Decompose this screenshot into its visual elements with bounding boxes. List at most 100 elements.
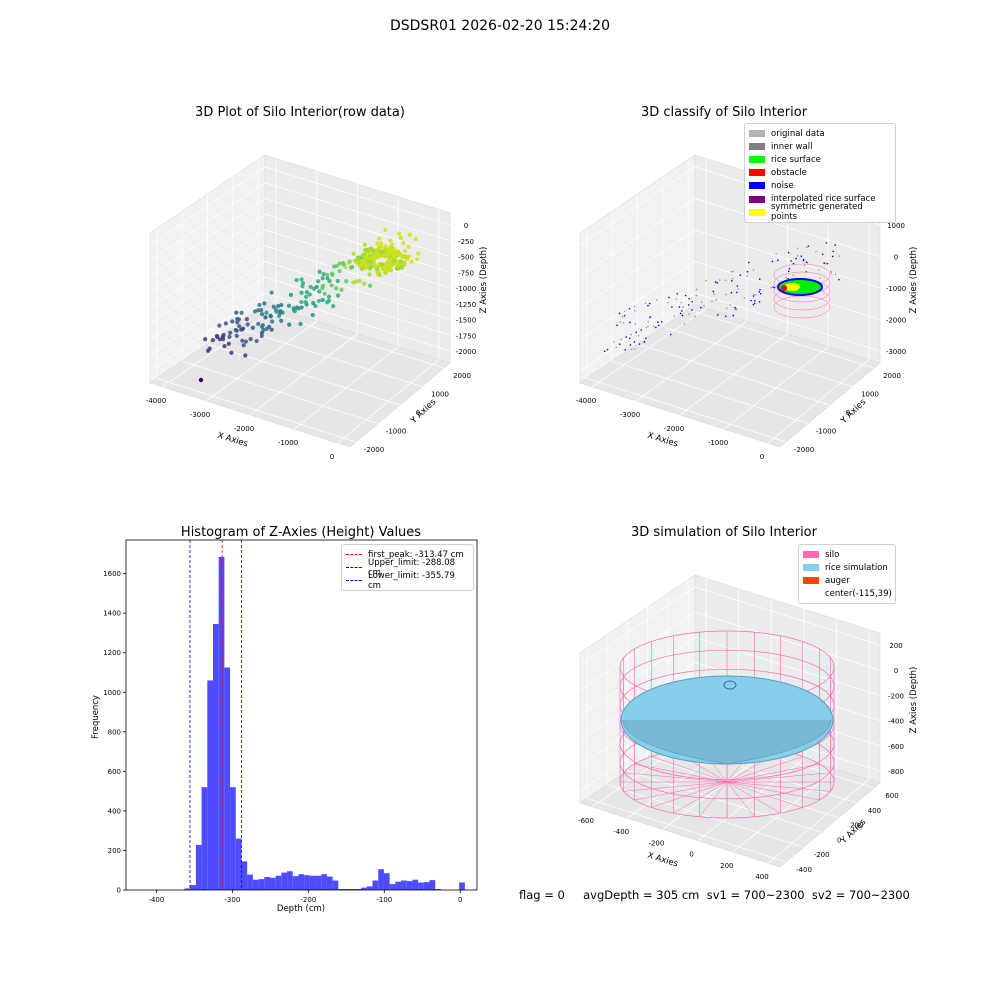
histogram-bar xyxy=(212,624,219,890)
figure-title: DSDSR01 2026-02-20 15:24:20 xyxy=(389,18,610,34)
data-point xyxy=(603,350,606,353)
data-point xyxy=(699,306,702,309)
data-point xyxy=(294,277,299,283)
data-point xyxy=(299,277,304,282)
data-point xyxy=(304,289,310,295)
data-point xyxy=(229,350,234,355)
data-point xyxy=(718,279,721,281)
x-tick-label: -200 xyxy=(300,896,316,904)
histogram-bar xyxy=(275,875,282,890)
silo-strut xyxy=(726,781,755,817)
legend-swatch xyxy=(803,564,819,572)
y-tick-label: 2000 xyxy=(883,372,901,380)
histogram-bar xyxy=(401,880,407,890)
z-tick-label: -1250 xyxy=(456,301,476,309)
grid-line xyxy=(149,166,451,246)
data-point xyxy=(755,293,757,296)
panel-title: Histogram of Z-Axies (Height) Values xyxy=(181,525,421,540)
data-point xyxy=(262,301,267,306)
x-tick-label: 400 xyxy=(755,873,768,881)
grid-line xyxy=(579,611,881,691)
data-point xyxy=(263,315,268,320)
data-point xyxy=(807,245,810,247)
grid-line xyxy=(207,343,401,406)
z-tick-label: -800 xyxy=(888,768,904,776)
data-point xyxy=(688,313,690,315)
data-point xyxy=(695,294,698,297)
data-point xyxy=(371,253,377,259)
data-point xyxy=(259,333,264,338)
data-point xyxy=(647,321,650,323)
legend-item: auger xyxy=(803,574,890,587)
data-point xyxy=(640,329,643,331)
grid-line xyxy=(579,198,881,277)
data-point xyxy=(796,255,799,257)
legend-item: symmetric generated points xyxy=(749,202,890,222)
data-point xyxy=(407,232,412,237)
histogram-bar xyxy=(190,885,196,890)
y-axis-label: Frequency xyxy=(91,695,101,739)
y-tick-label: 400 xyxy=(108,807,121,815)
data-point xyxy=(724,315,727,318)
grid-line xyxy=(697,758,805,841)
silo-strut xyxy=(726,781,781,814)
z-tick-label: -500 xyxy=(458,254,474,262)
data-point xyxy=(758,278,761,280)
grid-line xyxy=(579,292,881,372)
data-point xyxy=(684,294,687,297)
data-point xyxy=(771,260,774,263)
data-point xyxy=(606,348,609,351)
data-point xyxy=(615,346,618,349)
panel-histogram: Histogram of Z-Axies (Height) Values -40… xyxy=(91,525,478,914)
data-point xyxy=(334,263,339,269)
data-point xyxy=(838,255,840,257)
legend-label: auger xyxy=(825,575,850,586)
data-point xyxy=(752,303,755,306)
y-tick-label: 600 xyxy=(108,768,121,776)
grid-line xyxy=(149,198,451,277)
x-tick-label: 200 xyxy=(720,862,733,870)
data-point xyxy=(286,303,292,308)
y-tick-label: -1000 xyxy=(386,427,406,435)
silo-strut xyxy=(726,781,820,801)
data-point xyxy=(239,310,244,316)
obstacle xyxy=(781,285,787,291)
legend-item: Upper_limit: -288.08 cm xyxy=(346,558,468,578)
data-point xyxy=(311,286,317,291)
histogram-bar xyxy=(184,888,191,890)
data-point xyxy=(830,270,832,273)
data-point xyxy=(821,253,824,256)
data-point xyxy=(618,312,621,315)
histogram-bar xyxy=(241,861,248,890)
data-point xyxy=(796,247,799,250)
data-point xyxy=(375,252,381,258)
silo-strut xyxy=(726,756,803,783)
data-point xyxy=(237,324,242,329)
x-tick-label: -1000 xyxy=(278,439,298,447)
data-point xyxy=(717,314,719,316)
histogram-bar xyxy=(423,882,430,890)
data-point xyxy=(657,321,659,323)
histogram-bar xyxy=(315,875,322,890)
data-point xyxy=(226,341,231,346)
data-point xyxy=(787,270,790,273)
panel-title: 3D Plot of Silo Interior(row data) xyxy=(195,105,405,120)
data-point xyxy=(381,253,387,259)
data-point xyxy=(233,327,238,333)
data-point xyxy=(383,227,388,232)
data-point xyxy=(389,242,395,247)
data-point xyxy=(379,241,384,246)
legend-item: interpolated rice surface xyxy=(749,192,890,205)
data-point xyxy=(274,309,279,314)
data-point xyxy=(259,311,265,317)
data-point xyxy=(652,325,655,328)
data-point xyxy=(802,259,805,262)
data-point xyxy=(655,326,657,329)
legend-item: obstacle xyxy=(749,166,890,179)
data-point xyxy=(416,251,421,256)
histogram-bar xyxy=(355,889,362,890)
silo-strut xyxy=(726,763,820,783)
data-point xyxy=(759,288,761,291)
data-point xyxy=(635,331,638,334)
data-point xyxy=(387,262,393,268)
